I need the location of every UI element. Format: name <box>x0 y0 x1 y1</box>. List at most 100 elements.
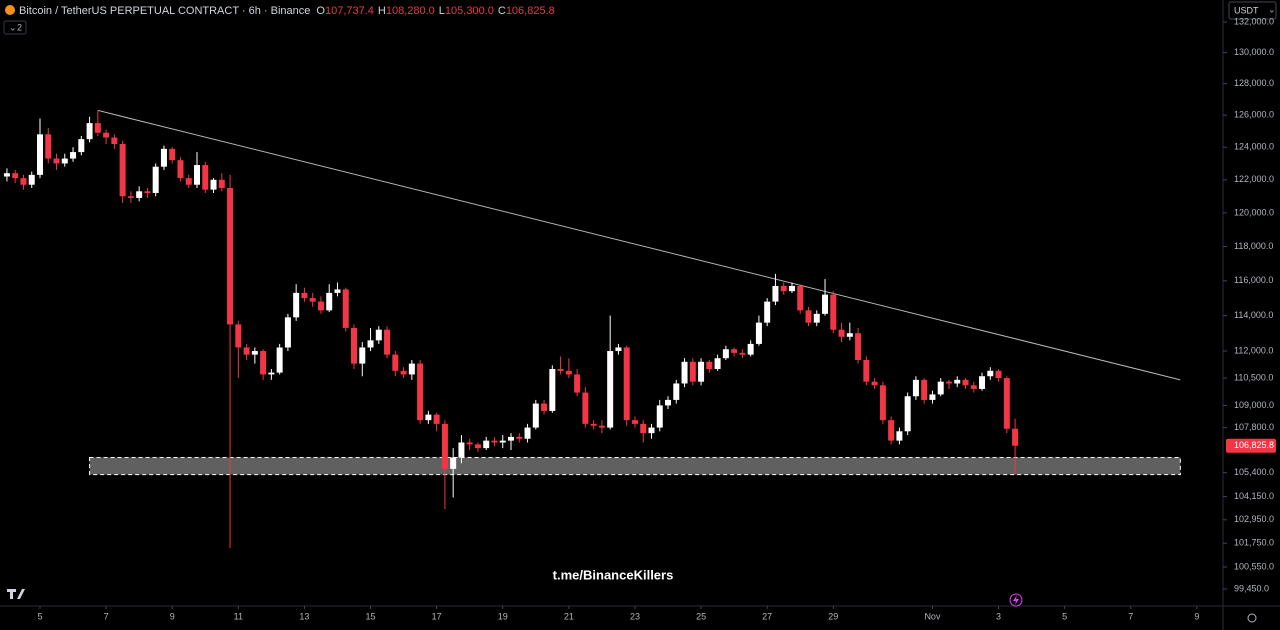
trendline <box>97 109 1181 381</box>
x-tick-label: 7 <box>104 611 109 621</box>
x-tick-label: 19 <box>498 611 508 621</box>
candle-body <box>185 178 192 185</box>
y-tick-label: 124,000.0 <box>1234 142 1274 152</box>
candle-body <box>855 333 862 361</box>
candle-body <box>326 292 333 311</box>
candle-body <box>681 361 688 384</box>
last-price-tag <box>1226 438 1276 453</box>
candle-body <box>268 372 275 375</box>
candle-body <box>1012 428 1019 446</box>
candle-body <box>648 427 655 434</box>
candle-body <box>408 363 415 375</box>
x-tick-label: 5 <box>1062 611 1067 621</box>
y-tick-label: 110,500.0 <box>1234 372 1273 382</box>
currency-chevron: ⌄ <box>1268 4 1276 14</box>
ohlc-value: 105,300.0 <box>445 5 494 17</box>
candle-body <box>309 298 316 302</box>
candle-body <box>177 160 184 179</box>
candle-body <box>483 440 490 449</box>
x-tick-label: 23 <box>630 611 640 621</box>
currency-selector[interactable] <box>1228 1 1277 20</box>
candle-body <box>491 440 498 443</box>
candle-body <box>565 370 572 375</box>
x-tick-label: 7 <box>1128 611 1133 621</box>
candle-body <box>714 358 721 370</box>
candle-body <box>706 361 713 370</box>
y-tick-label: 128,000.0 <box>1234 78 1274 88</box>
candle-body <box>425 414 432 421</box>
candle-body <box>879 385 886 421</box>
candle-body <box>656 405 663 428</box>
candle-body <box>822 294 829 314</box>
x-tick-label: 27 <box>762 611 772 621</box>
candle-body <box>169 148 176 161</box>
candle-body <box>218 179 225 189</box>
candle-body <box>739 352 746 355</box>
candle-body <box>623 347 630 421</box>
ohlc-key: O <box>316 5 325 17</box>
y-tick-label: 118,000.0 <box>1234 241 1273 251</box>
y-tick-label: 99,450.0 <box>1234 583 1269 593</box>
y-tick-label: 107,800.0 <box>1234 422 1274 432</box>
x-tick-label: 3 <box>996 611 1001 621</box>
chart-title: Bitcoin / TetherUS PERPETUAL CONTRACT · … <box>19 5 310 17</box>
candle-body <box>284 317 291 348</box>
candle-body <box>144 191 151 193</box>
x-tick-label: 29 <box>828 611 838 621</box>
candle-body <box>665 399 672 406</box>
ohlc-key: H <box>378 5 386 17</box>
candle-body <box>260 351 267 375</box>
ohlc-value: 106,825.8 <box>506 5 555 17</box>
indicator-chevron: ⌄ <box>9 22 17 32</box>
candle-body <box>929 394 936 400</box>
watermark: t.me/BinanceKillers <box>553 567 674 582</box>
candle-body <box>499 440 506 443</box>
candle-body <box>94 123 101 133</box>
candle-body <box>202 165 209 190</box>
last-price-label: 106,825.8 <box>1234 440 1274 450</box>
candle-body <box>541 403 548 411</box>
candle-body <box>474 444 481 449</box>
candle-body <box>962 379 969 386</box>
y-tick-label: 122,000.0 <box>1234 174 1274 184</box>
candle-body <box>631 420 638 424</box>
x-tick-label: 9 <box>170 611 175 621</box>
candle-body <box>103 132 110 138</box>
candle-body <box>904 396 911 432</box>
candle-body <box>194 165 201 185</box>
y-tick-label: 102,950.0 <box>1234 514 1274 524</box>
x-tick-label: Nov <box>924 611 941 621</box>
indicator-count: 2 <box>17 22 22 32</box>
candle-body <box>301 292 308 299</box>
candle-body <box>846 333 853 337</box>
ohlc-key: C <box>498 5 506 17</box>
candle-body <box>78 139 85 153</box>
candle-body <box>615 347 622 352</box>
candle-body <box>70 152 77 159</box>
candle-body <box>722 349 729 359</box>
candle-body <box>433 414 440 424</box>
y-tick-label: 100,550.0 <box>1234 561 1274 571</box>
candle-body <box>830 294 837 330</box>
candle-body <box>400 370 407 375</box>
settings-icon[interactable] <box>1247 613 1257 623</box>
candle-body <box>912 379 919 397</box>
candle-body <box>557 369 564 371</box>
ohlc-key: L <box>439 5 445 17</box>
candle-body <box>508 436 515 441</box>
candle-body <box>772 285 779 302</box>
alert-icon[interactable] <box>1009 593 1023 607</box>
candle-body <box>152 166 159 193</box>
candle-body <box>36 134 43 175</box>
candle-body <box>937 381 944 395</box>
candle-body <box>689 361 696 382</box>
candle-body <box>243 347 250 355</box>
x-tick-label: 21 <box>564 611 574 621</box>
candle-body <box>384 329 391 355</box>
candle-body <box>276 347 283 373</box>
candle-body <box>987 370 994 377</box>
candle-body <box>780 285 787 292</box>
candle-body <box>698 361 705 382</box>
indicator-toggle[interactable] <box>3 20 27 35</box>
